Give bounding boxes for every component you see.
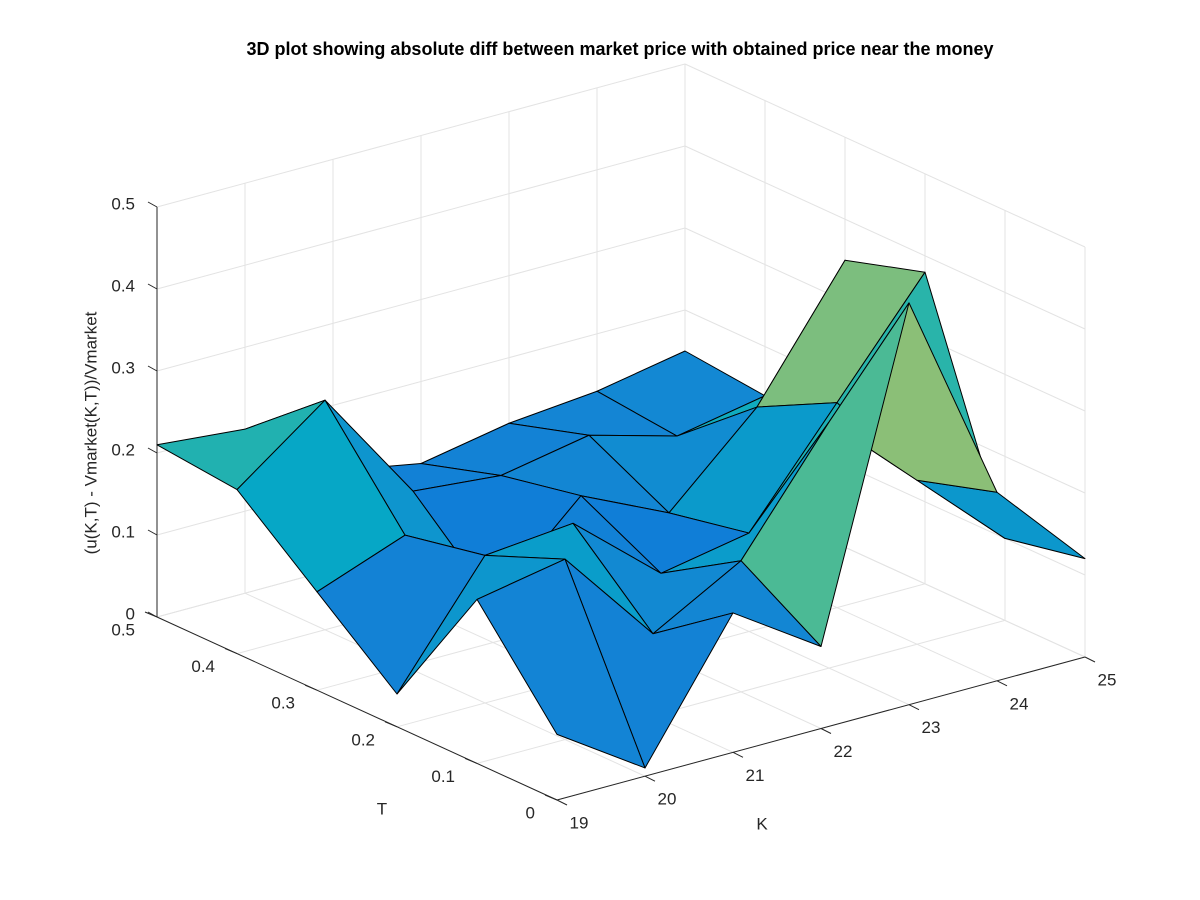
grid-line [684,63,1086,248]
z-tick [147,447,158,454]
z-tick-label: 0.3 [111,358,135,377]
y-tick [304,684,318,691]
z-axis-label: (u(K,T) - Vmarket(K,T))/Vmarket [81,311,100,554]
z-tick-label: 0.4 [111,276,135,295]
x-tick [556,799,568,806]
y-axis-label: T [377,799,387,818]
grid-line [156,63,686,208]
grid-line [156,145,686,290]
z-tick-label: 0.2 [111,440,135,459]
z-tick [147,365,158,372]
x-tick [908,704,920,711]
x-tick [820,728,832,734]
x-tick-label: 25 [1098,670,1117,689]
axis-line [156,616,558,801]
z-tick-label: 0.5 [111,194,135,213]
z-tick-label: 0.1 [111,522,135,541]
surface-face [476,558,646,769]
z-tick [147,529,158,536]
x-tick [644,775,656,782]
y-tick [544,794,558,801]
x-tick [732,751,744,758]
x-tick-label: 23 [922,718,941,737]
x-tick-label: 24 [1010,694,1029,713]
z-tick [147,611,158,618]
x-tick [1084,656,1096,663]
y-tick-label: 0.2 [351,730,375,749]
grid-line [476,619,1006,764]
y-tick [384,721,398,728]
x-tick [996,680,1008,687]
z-tick-label: 0 [126,604,135,623]
x-axis-label: K [756,814,768,833]
grid-line [684,145,1086,330]
y-tick [464,757,478,764]
y-tick-label: 0.4 [191,657,215,676]
x-tick-label: 22 [834,742,853,761]
y-tick-label: 0.1 [431,767,455,786]
grid-line [156,227,686,372]
x-tick-label: 20 [658,790,677,809]
y-tick-label: 0 [526,803,535,822]
y-tick-label: 0.5 [111,620,135,639]
grid-line [244,592,646,777]
surface-face [916,479,1086,560]
chart-title: 3D plot showing absolute diff between ma… [246,39,993,59]
z-tick [147,201,158,208]
y-tick [224,648,238,655]
z-tick [147,283,158,290]
x-tick-label: 19 [570,813,589,832]
y-tick-label: 0.3 [271,694,295,713]
x-tick-label: 21 [746,766,765,785]
